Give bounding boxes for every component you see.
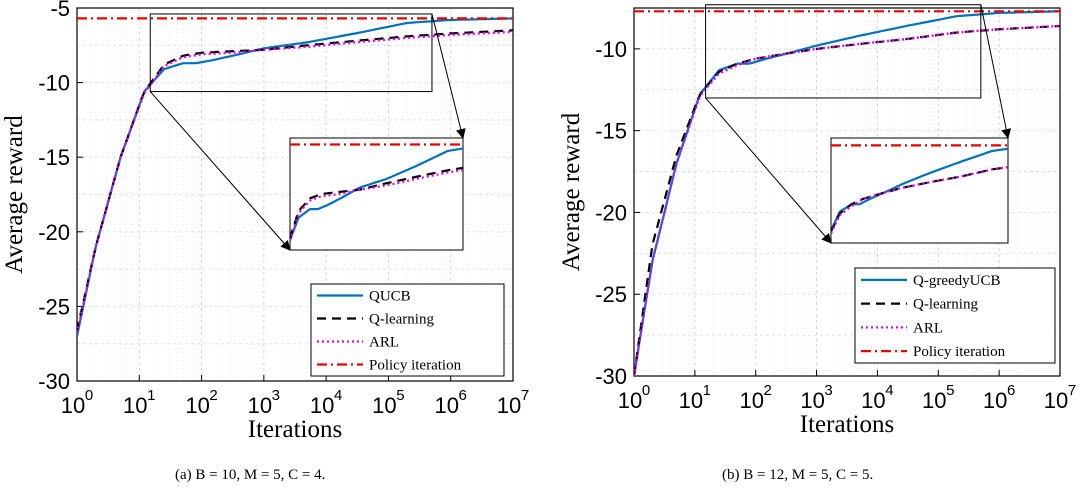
series-line-q-learning (634, 24, 1060, 376)
x-tick-exponent: 7 (1068, 382, 1076, 399)
zoom-connector-arrow (431, 13, 466, 139)
legend-label: Policy iteration (369, 358, 462, 374)
x-tick-exponent: 2 (764, 382, 772, 399)
x-tick-label: 10 (1044, 388, 1068, 413)
x-tick-label: 10 (185, 393, 209, 418)
figure-caption: (a) B = 10, M = 5, C = 4. (175, 467, 325, 483)
plot-frame (633, 7, 1061, 377)
y-tick-label: -15 (595, 119, 627, 144)
x-tick-exponent: 1 (703, 382, 711, 399)
zoom-region-box (149, 13, 433, 93)
y-axis-label: Average reward (558, 112, 585, 271)
inset-series-group (831, 144, 1008, 234)
legend: QUCB Q-learning ARL Policy iteration (310, 283, 505, 377)
x-tick-label: 10 (800, 388, 824, 413)
x-tick-label: 10 (123, 393, 147, 418)
x-tick-label: 10 (618, 388, 642, 413)
zoom-connector-arrow (705, 97, 832, 244)
x-tick-exponent: 5 (946, 382, 954, 399)
legend-label: ARL (369, 335, 399, 351)
zoom-connector-arrow (980, 4, 1012, 139)
series-line-arl (634, 24, 1060, 376)
inset-series-line-q-greedyucb (831, 147, 1008, 232)
zoom-connector-arrow (149, 91, 291, 251)
y-axis-label: Average reward (1, 115, 28, 274)
y-tick-label: -10 (595, 37, 627, 62)
x-tick-label: 10 (679, 388, 703, 413)
legend: Q-greedyUCB Q-learning ARL Policy iteration (854, 267, 1056, 364)
inset-series-line-arl (831, 166, 1008, 234)
figure-caption: (b) B = 12, M = 5, C = 5. (722, 467, 873, 483)
x-tick-exponent: 1 (147, 387, 155, 404)
legend-box (854, 267, 1056, 364)
y-tick-label: -20 (595, 200, 627, 225)
series-group (634, 10, 1060, 376)
series-line-q-greedyucb (634, 10, 1060, 376)
y-tick-label: -15 (38, 145, 70, 170)
inset-box (289, 137, 464, 251)
y-tick-label: -25 (595, 282, 627, 307)
x-tick-label: 10 (739, 388, 763, 413)
x-tick-exponent: 3 (824, 382, 832, 399)
y-tick-label: -30 (595, 364, 627, 389)
legend-box (310, 283, 505, 377)
x-tick-exponent: 4 (334, 387, 342, 404)
x-tick-exponent: 2 (209, 387, 217, 404)
y-tick-label: -5 (50, 0, 70, 21)
inset-series-group (290, 143, 463, 241)
x-tick-label: 10 (310, 393, 334, 418)
plot-frame (76, 7, 514, 382)
x-tick-label: 10 (434, 393, 458, 418)
x-tick-exponent: 0 (642, 382, 650, 399)
y-tick-label: -30 (38, 369, 70, 394)
inset-series-line-qucb (290, 147, 463, 241)
x-tick-label: 10 (861, 388, 885, 413)
legend-label: Policy iteration (913, 344, 1006, 360)
legend-label: Q-greedyUCB (913, 273, 1000, 289)
x-tick-label: 10 (497, 393, 521, 418)
x-tick-exponent: 5 (396, 387, 404, 404)
chart-a: -30-25-20-15-10-510 0 10 1 10 2 10 3 10 4 10 5 10 6 10… (1, 0, 529, 483)
x-tick-label: 10 (372, 393, 396, 418)
x-tick-exponent: 6 (459, 387, 467, 404)
y-tick-label: -25 (38, 294, 70, 319)
y-tick-label: -20 (38, 220, 70, 245)
zoom-region-box (705, 4, 982, 99)
x-tick-exponent: 6 (1007, 382, 1015, 399)
x-tick-exponent: 3 (272, 387, 280, 404)
x-tick-exponent: 7 (521, 387, 529, 404)
y-tick-label: -10 (38, 71, 70, 96)
x-tick-label: 10 (61, 393, 85, 418)
series-group (77, 17, 513, 337)
legend-label: QUCB (369, 289, 411, 305)
legend-label: Q-learning (913, 297, 978, 313)
x-tick-label: 10 (983, 388, 1007, 413)
series-line-arl (77, 30, 513, 334)
legend-label: Q-learning (369, 312, 434, 328)
inset-series-line-q-learning (290, 166, 463, 239)
x-tick-label: 10 (922, 388, 946, 413)
x-axis-label: Iterations (800, 411, 894, 438)
x-tick-label: 10 (248, 393, 272, 418)
x-axis-label: Iterations (248, 416, 342, 443)
legend-label: ARL (913, 320, 943, 336)
x-tick-exponent: 0 (85, 387, 93, 404)
x-tick-exponent: 4 (885, 382, 893, 399)
